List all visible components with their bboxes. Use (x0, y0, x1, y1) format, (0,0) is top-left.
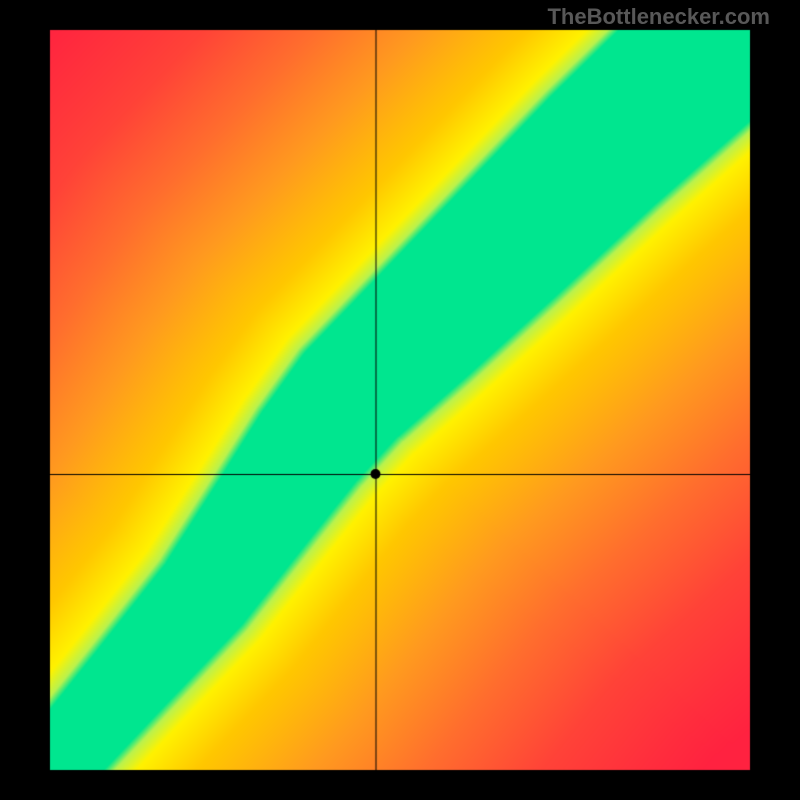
chart-container: TheBottlenecker.com (0, 0, 800, 800)
watermark-text: TheBottlenecker.com (547, 4, 770, 30)
bottleneck-heatmap (0, 0, 800, 800)
